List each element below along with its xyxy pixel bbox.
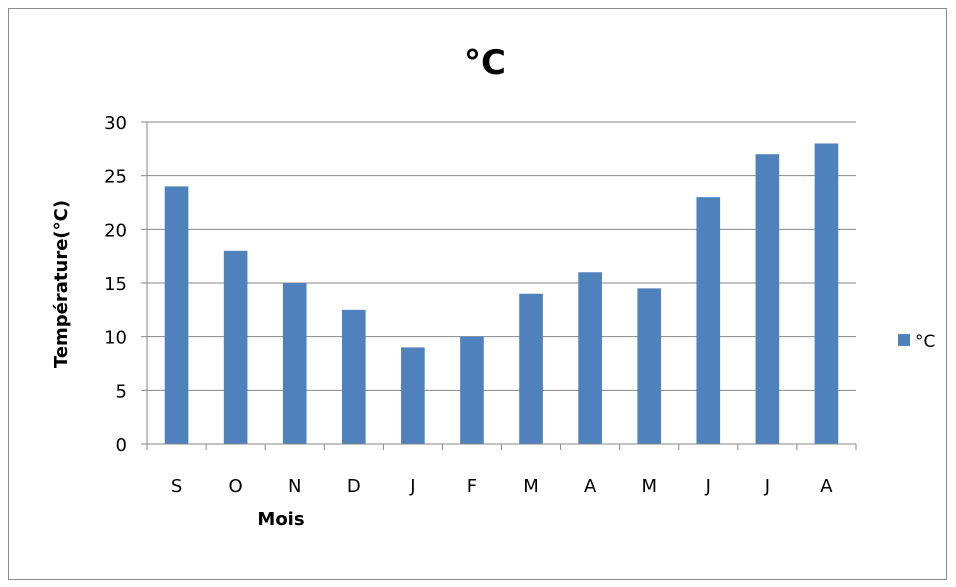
x-tick-label: S (171, 476, 182, 497)
bar-6 (460, 336, 484, 444)
axes (146, 122, 857, 450)
y-tick-label: 15 (104, 274, 127, 295)
bar-4 (341, 309, 366, 444)
y-tick-label: 30 (104, 113, 127, 134)
bar-3 (282, 283, 307, 444)
x-tick-label: J (764, 476, 770, 497)
x-tick-label: J (705, 476, 711, 497)
chart-frame (8, 8, 947, 580)
x-axis-label: Mois (257, 509, 304, 530)
y-tick-label: 10 (104, 328, 127, 349)
x-tick-label: O (229, 476, 243, 497)
bar-1 (164, 186, 189, 444)
legend-label: °C (915, 332, 935, 352)
chart-title: °C (464, 43, 506, 83)
legend: °C (898, 332, 935, 352)
bar-5 (401, 347, 425, 444)
x-tick-label: N (288, 476, 301, 497)
y-tick-label: 20 (104, 220, 127, 241)
x-tick-label: A (820, 476, 833, 497)
bar-12 (814, 143, 839, 444)
x-tick-label: J (409, 476, 415, 497)
y-tick-label: 25 (104, 167, 127, 188)
x-tick-label: M (523, 476, 539, 497)
gridlines (141, 121, 856, 445)
x-tick-label: A (584, 476, 597, 497)
x-tick-label: F (467, 476, 477, 497)
y-axis-label: Température(°C) (51, 200, 72, 368)
y-tick-label: 5 (116, 381, 127, 402)
y-tick-label: 0 (116, 435, 127, 456)
bar-9 (637, 288, 662, 444)
x-tick-label: D (347, 476, 361, 497)
x-tick-label: M (641, 476, 657, 497)
bar-10 (696, 197, 721, 444)
legend-swatch (898, 334, 910, 346)
bar-8 (578, 272, 602, 444)
bar-11 (755, 154, 780, 444)
bar-2 (223, 250, 248, 444)
bar-7 (519, 293, 543, 444)
bars (164, 143, 839, 444)
y-tick-labels: 0 5 10 15 20 25 30 (104, 113, 127, 456)
